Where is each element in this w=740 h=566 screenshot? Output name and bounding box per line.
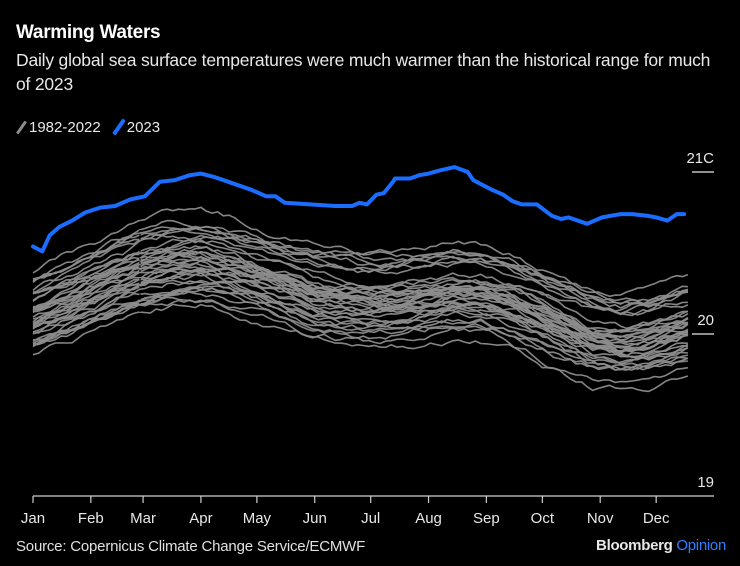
legend-label-historical: 1982-2022 (29, 118, 101, 136)
legend-item-2023: 2023 (111, 118, 161, 136)
historical-line-2022 (32, 225, 688, 302)
x-tick-label: Dec (643, 510, 670, 527)
y-axis: 21C 20 19 (686, 150, 714, 491)
historical-line-1985 (32, 303, 689, 384)
chart-title: Warming Waters (16, 22, 161, 43)
brand-logo: Bloomberg Opinion (596, 537, 726, 554)
x-tick-label: Aug (415, 510, 442, 527)
y-tick-label: 19 (697, 474, 714, 491)
x-tick-label: Jun (303, 510, 327, 527)
historical-line-1992 (32, 282, 689, 360)
historical-line-2019 (32, 219, 689, 312)
historical-line-2000 (32, 258, 688, 365)
historical-line-2021 (32, 233, 688, 306)
line-2023 (31, 165, 687, 254)
y-tick-label: 20 (697, 312, 714, 329)
historical-line-1991 (32, 280, 689, 344)
x-tick-label: Jan (21, 510, 45, 527)
historical-line-2011 (32, 267, 688, 360)
legend: 1982-2022 2023 (15, 118, 172, 136)
source-note: Source: Copernicus Climate Change Servic… (16, 538, 366, 555)
historical-line-1993 (32, 289, 689, 371)
y-tick-label: 21C (686, 150, 714, 167)
x-axis: Jan Feb Mar Apr May Jun Jul Aug Sep Oct Nov Dec (21, 495, 714, 527)
x-tick-label: Nov (587, 510, 614, 527)
historical-line-2013 (33, 251, 689, 346)
historical-line-2010 (32, 254, 688, 335)
historical-line-2006 (32, 279, 689, 351)
historical-series-group (32, 206, 689, 393)
brand-main: Bloomberg (596, 537, 673, 554)
brand-accent: Opinion (676, 537, 726, 554)
chart-subtitle: Daily global sea surface temperatures we… (16, 50, 711, 94)
legend-item-historical: 1982-2022 (15, 118, 101, 136)
x-tick-label: Oct (531, 510, 555, 527)
x-tick-label: May (243, 510, 272, 527)
historical-line-2020 (32, 225, 688, 316)
x-tick-label: Sep (473, 510, 500, 527)
legend-label-2023: 2023 (126, 118, 161, 136)
historical-line-1990 (32, 287, 689, 357)
x-tick-label: Apr (189, 510, 212, 527)
series-2023-group (31, 165, 687, 254)
x-tick-label: Feb (78, 510, 104, 527)
x-tick-label: Mar (130, 510, 156, 527)
x-tick-label: Jul (361, 510, 380, 527)
